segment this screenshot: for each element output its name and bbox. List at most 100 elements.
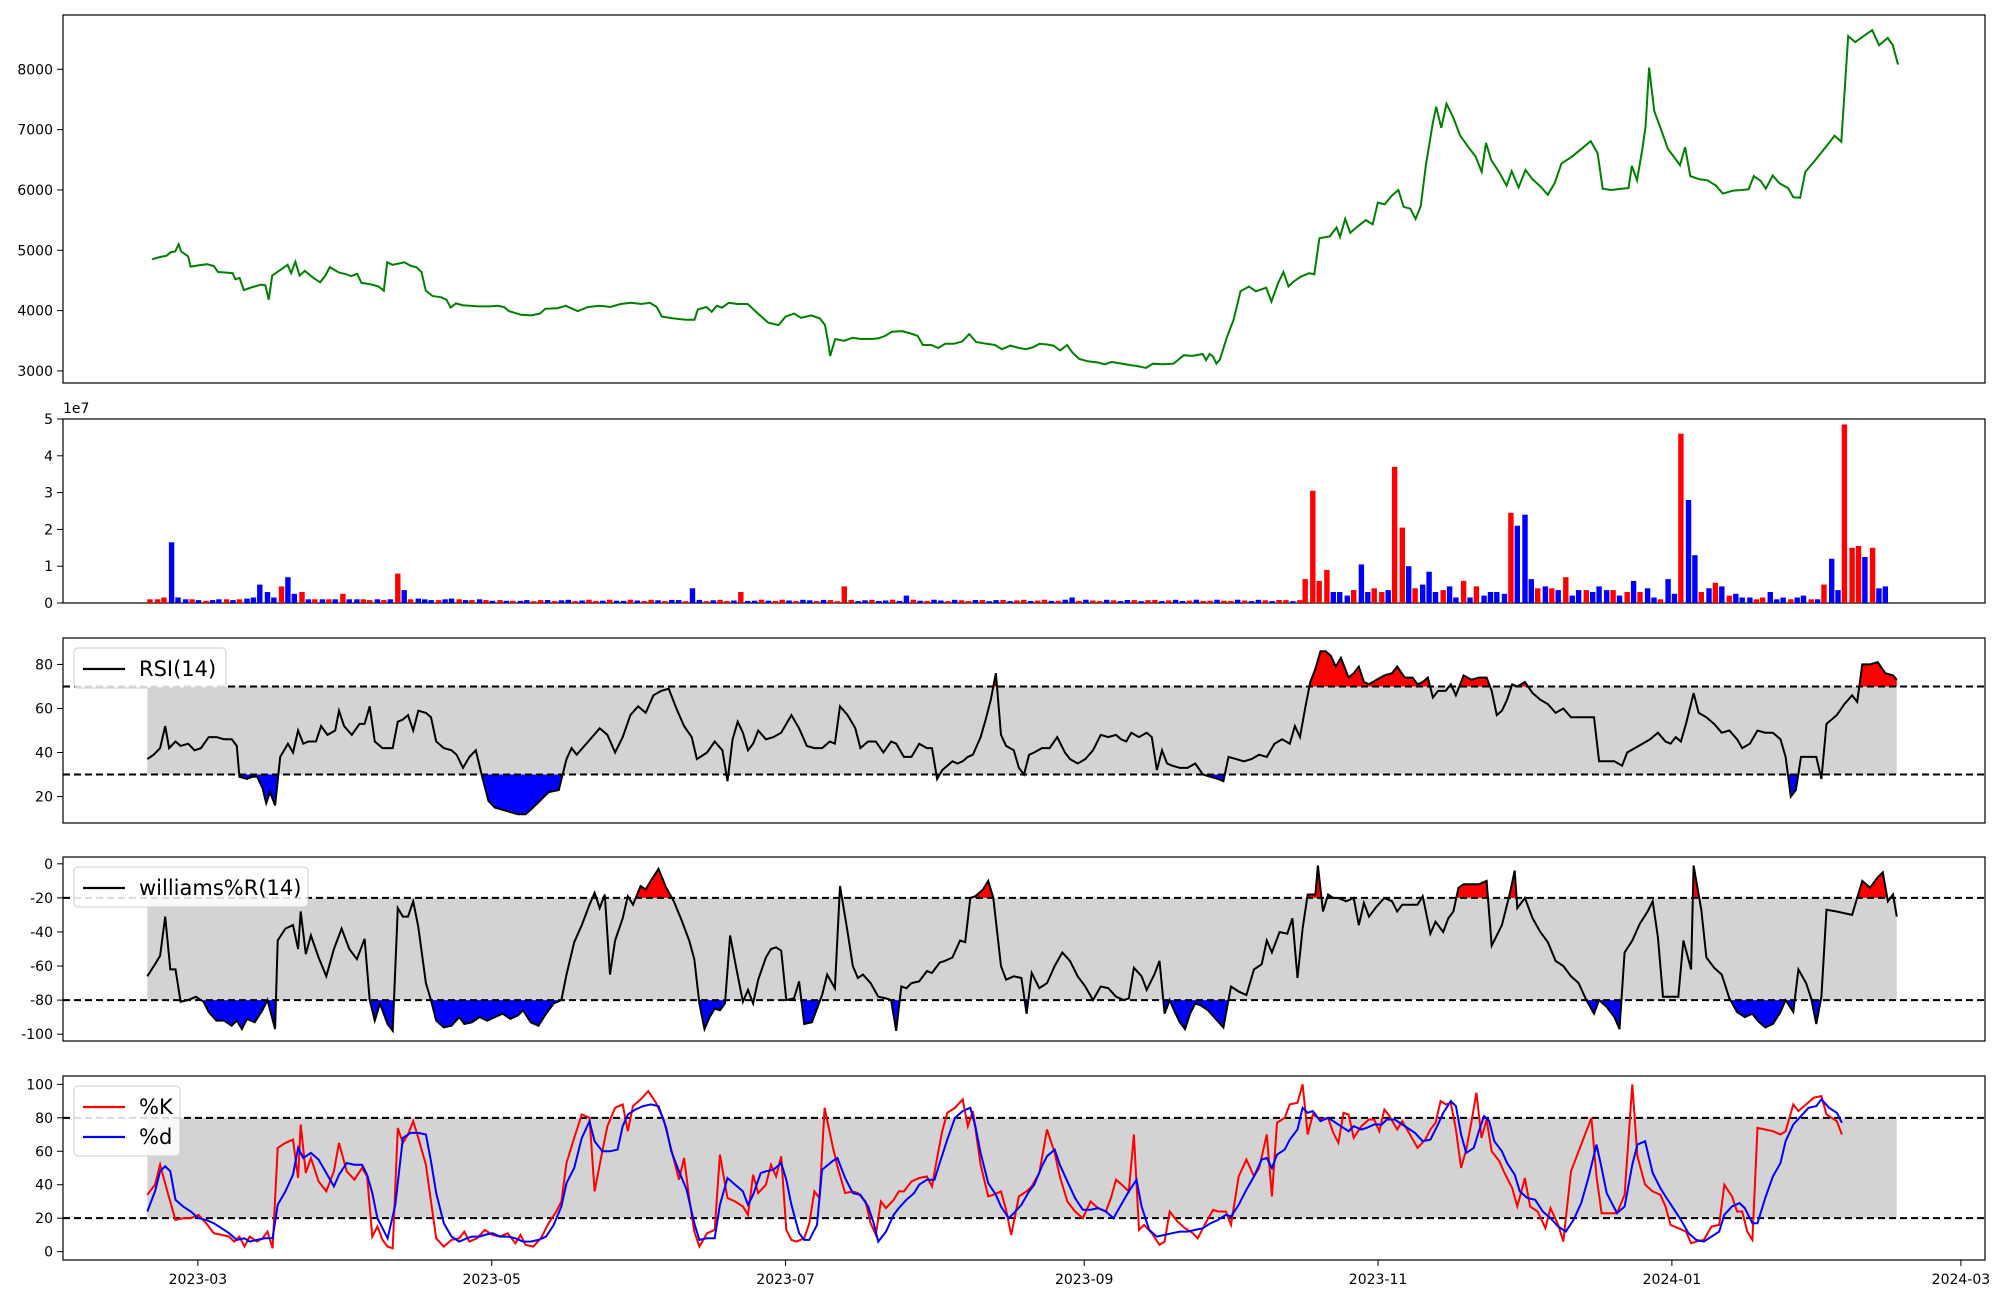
volume-bar xyxy=(415,598,421,603)
volume-bar xyxy=(1200,600,1206,603)
volume-bar xyxy=(579,600,585,603)
volume-bar xyxy=(223,599,230,603)
volume-bar xyxy=(952,599,958,603)
rsi-overbought-fill xyxy=(1859,662,1897,687)
volume-bar xyxy=(917,600,923,603)
williams-panel-frame xyxy=(62,856,1986,1042)
volume-bar xyxy=(1207,600,1213,603)
volume-bar xyxy=(689,588,696,603)
volume-bar xyxy=(986,601,992,603)
volume-bar xyxy=(1426,571,1432,603)
volume-bar xyxy=(497,600,503,603)
volume-bar xyxy=(1145,600,1151,603)
volume-bar xyxy=(862,600,868,603)
volume-bar xyxy=(1248,601,1255,603)
volume-bar xyxy=(517,600,524,603)
williams-oversold-fill xyxy=(431,1000,562,1028)
williams-y-tick-label: -80 xyxy=(30,993,53,1009)
volume-bar xyxy=(1399,527,1405,603)
price-y-tick-label: 4000 xyxy=(17,304,53,320)
volume-bar xyxy=(346,599,352,603)
volume-bar xyxy=(1698,592,1704,603)
volume-bar xyxy=(544,600,551,603)
volume-bar xyxy=(979,600,985,603)
volume-bar xyxy=(1453,597,1459,603)
volume-bar xyxy=(1235,599,1241,603)
price-line xyxy=(151,28,1899,369)
volume-bar xyxy=(154,599,161,603)
volume-bar xyxy=(503,600,510,603)
volume-bar xyxy=(264,592,271,603)
volume-bar xyxy=(834,601,841,603)
volume-bar xyxy=(924,600,930,603)
volume-bar xyxy=(1297,600,1303,603)
volume-bar xyxy=(855,601,861,603)
volume-bar xyxy=(1514,525,1520,603)
volume-bar xyxy=(1034,600,1041,603)
volume-bar xyxy=(401,590,407,603)
volume-bar xyxy=(1501,593,1508,603)
volume-bar xyxy=(374,599,381,603)
volume-bar xyxy=(1055,600,1061,603)
volume-bar xyxy=(1406,566,1412,603)
stoch-y-tick-label: 80 xyxy=(35,1111,53,1127)
volume-bar xyxy=(620,600,627,603)
volume-bar xyxy=(469,600,475,603)
volume-bar xyxy=(758,599,765,603)
volume-bar xyxy=(1665,579,1671,603)
volume-bar xyxy=(1446,586,1453,603)
williams-line xyxy=(146,865,1898,1034)
volume-bar xyxy=(738,592,744,603)
stoch-y-tick-label: 0 xyxy=(44,1245,53,1261)
williams-legend-box xyxy=(73,866,309,908)
volume-bar xyxy=(1041,599,1048,603)
volume-bar xyxy=(1241,600,1248,603)
volume-bar xyxy=(1882,586,1888,603)
volume-bar xyxy=(1117,601,1124,603)
volume-bar xyxy=(717,599,723,603)
volume-bar xyxy=(1302,579,1308,603)
volume-bar xyxy=(250,597,257,603)
volume-bar xyxy=(236,599,243,603)
volume-bar xyxy=(1316,580,1322,603)
volume-bar xyxy=(183,599,189,603)
volume-bar xyxy=(1747,597,1753,603)
volume-bar xyxy=(682,601,689,603)
rsi-overbought-fill xyxy=(1309,651,1431,687)
volume-bar xyxy=(1835,590,1841,603)
volume-bar xyxy=(1186,600,1193,603)
volume-bar xyxy=(1432,592,1439,603)
volume-bar xyxy=(593,600,599,603)
volume-bar xyxy=(1685,500,1692,603)
volume-bar xyxy=(1855,546,1862,603)
rsi-y-tick-label: 80 xyxy=(35,657,53,673)
volume-bar xyxy=(1569,595,1575,603)
rsi-legend-label: RSI(14) xyxy=(139,657,216,681)
volume-bar xyxy=(381,600,387,603)
volume-bar xyxy=(931,599,937,603)
volume-bar xyxy=(195,600,202,603)
volume-bar xyxy=(326,599,332,603)
volume-bar xyxy=(1630,580,1637,603)
volume-bar xyxy=(745,600,751,603)
x-tick-label: 2023-11 xyxy=(1349,1272,1408,1288)
volume-bar xyxy=(1508,512,1514,603)
volume-bar xyxy=(1379,592,1385,603)
volume-bar xyxy=(565,599,571,603)
volume-bar xyxy=(945,601,951,603)
volume-bar xyxy=(407,599,414,603)
volume-bar xyxy=(1563,577,1569,603)
volume-bar xyxy=(1794,597,1800,603)
volume-bar xyxy=(1110,600,1117,603)
volume-bar xyxy=(1522,514,1528,603)
volume-bar xyxy=(1420,584,1426,603)
williams-oversold-fill xyxy=(1169,1000,1229,1030)
x-tick-label: 2024-03 xyxy=(1932,1272,1991,1288)
volume-bar xyxy=(1862,557,1868,603)
volume-bar xyxy=(531,601,537,603)
volume-bar xyxy=(1481,595,1487,603)
volume-bar xyxy=(703,601,709,603)
volume-bar xyxy=(1759,597,1766,603)
rsi-y-tick-label: 40 xyxy=(35,746,53,762)
volume-bar xyxy=(1849,547,1855,603)
